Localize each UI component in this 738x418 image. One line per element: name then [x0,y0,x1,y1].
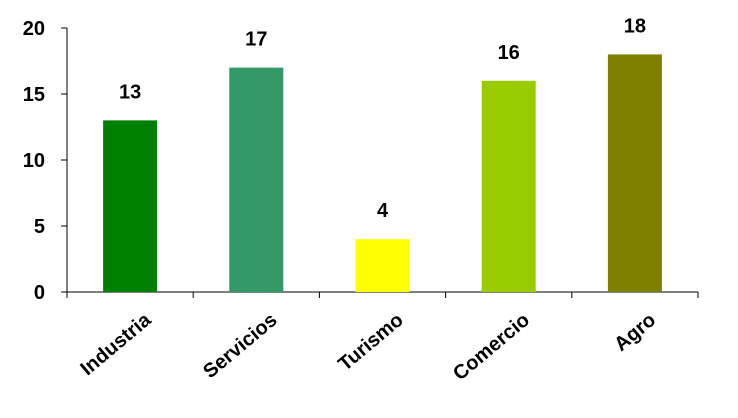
y-tick-label: 10 [23,150,45,172]
y-tick-label: 5 [34,216,45,238]
category-label-industria: Industria [76,308,156,380]
data-label-comercio: 16 [498,42,520,64]
data-label-agro: 18 [624,15,646,37]
bar-servicios [229,67,284,292]
bar-series [103,54,662,293]
category-label-servicios: Servicios [199,309,281,383]
bar-comercio [481,80,536,292]
y-tick-label: 20 [23,18,45,40]
y-tick-label: 0 [34,282,45,304]
y-tick-label: 15 [23,84,45,106]
bar-turismo [355,239,410,292]
bar-industria [103,120,158,293]
category-labels: Industria Servicios Turismo Comercio Agro [76,308,660,385]
category-label-turismo: Turismo [334,309,407,376]
category-label-comercio: Comercio [449,309,534,385]
category-label-agro: Agro [610,309,660,356]
bar-agro [607,54,662,293]
x-axis [66,291,699,298]
data-label-servicios: 17 [245,29,267,51]
data-label-industria: 13 [119,81,141,103]
data-labels: 13 17 4 16 18 [119,15,646,222]
data-label-turismo: 4 [377,200,389,222]
y-axis: 0 5 10 15 20 [23,18,68,304]
